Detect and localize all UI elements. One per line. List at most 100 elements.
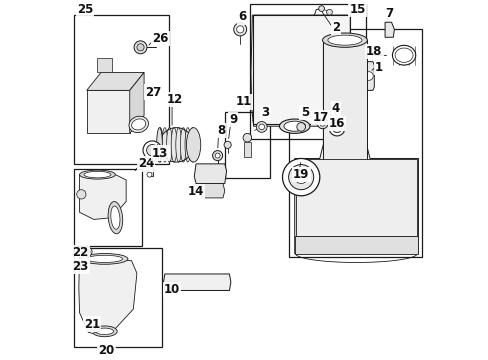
Circle shape [296, 123, 305, 131]
Bar [74, 248, 162, 347]
Ellipse shape [334, 123, 344, 130]
Polygon shape [363, 62, 373, 90]
Ellipse shape [81, 253, 128, 264]
Ellipse shape [96, 328, 113, 334]
Circle shape [256, 122, 266, 132]
Ellipse shape [332, 121, 346, 132]
Ellipse shape [186, 128, 201, 162]
Ellipse shape [166, 128, 172, 162]
Circle shape [146, 144, 158, 156]
Polygon shape [253, 15, 349, 126]
Polygon shape [384, 22, 394, 37]
Polygon shape [199, 184, 224, 198]
Circle shape [258, 124, 264, 130]
Ellipse shape [171, 128, 177, 162]
Text: 19: 19 [292, 168, 309, 181]
Circle shape [82, 247, 92, 256]
Circle shape [233, 23, 246, 36]
Circle shape [142, 141, 162, 159]
Text: 5: 5 [300, 106, 308, 119]
Text: 23: 23 [72, 260, 88, 273]
Polygon shape [97, 58, 112, 72]
Text: 2: 2 [331, 21, 339, 34]
Text: 1: 1 [374, 60, 382, 73]
Bar [289, 30, 421, 257]
Circle shape [236, 26, 244, 33]
Circle shape [80, 263, 84, 267]
Circle shape [91, 326, 95, 330]
Text: 24: 24 [138, 157, 154, 170]
Ellipse shape [284, 121, 305, 131]
Text: 26: 26 [152, 32, 168, 45]
Circle shape [77, 190, 86, 199]
Ellipse shape [84, 171, 111, 178]
Text: 6: 6 [238, 10, 246, 23]
Polygon shape [296, 159, 416, 235]
Text: 22: 22 [72, 246, 88, 259]
Text: 8: 8 [217, 124, 225, 137]
Polygon shape [163, 274, 230, 291]
Polygon shape [86, 90, 129, 134]
Polygon shape [86, 72, 144, 90]
Circle shape [134, 41, 147, 54]
Circle shape [294, 171, 307, 184]
Ellipse shape [392, 45, 415, 65]
Text: 7: 7 [385, 7, 393, 20]
Circle shape [224, 141, 231, 148]
Polygon shape [86, 325, 99, 333]
Ellipse shape [157, 128, 163, 162]
Text: 13: 13 [152, 147, 168, 159]
Text: 25: 25 [77, 3, 93, 16]
Ellipse shape [108, 202, 122, 234]
Circle shape [318, 6, 324, 12]
Circle shape [85, 249, 90, 254]
Polygon shape [294, 44, 418, 253]
Circle shape [79, 262, 86, 269]
Circle shape [215, 153, 220, 158]
Polygon shape [129, 72, 144, 134]
Ellipse shape [189, 128, 195, 162]
Circle shape [212, 150, 222, 161]
Ellipse shape [184, 128, 190, 162]
Circle shape [328, 120, 344, 136]
Circle shape [282, 158, 319, 196]
Circle shape [326, 9, 332, 15]
Polygon shape [322, 40, 366, 160]
Circle shape [364, 72, 372, 80]
Ellipse shape [111, 206, 120, 229]
Bar [74, 15, 169, 164]
Text: 4: 4 [331, 103, 339, 116]
Text: 17: 17 [312, 111, 328, 124]
Ellipse shape [92, 326, 117, 337]
Text: 3: 3 [261, 106, 269, 119]
Circle shape [332, 123, 341, 133]
Bar [224, 112, 269, 178]
Circle shape [319, 121, 325, 126]
Polygon shape [244, 142, 250, 157]
Ellipse shape [176, 128, 181, 162]
Polygon shape [142, 166, 153, 176]
Text: 12: 12 [166, 93, 183, 106]
Ellipse shape [279, 119, 309, 134]
Circle shape [288, 165, 313, 190]
Bar [249, 4, 366, 139]
Polygon shape [80, 175, 126, 220]
Circle shape [243, 134, 251, 142]
Text: 9: 9 [228, 113, 237, 126]
Circle shape [317, 118, 327, 129]
Ellipse shape [180, 128, 186, 162]
Ellipse shape [156, 128, 162, 162]
Ellipse shape [86, 255, 122, 262]
Circle shape [147, 172, 152, 177]
Text: 15: 15 [348, 3, 365, 16]
Ellipse shape [80, 170, 115, 179]
Text: 27: 27 [144, 86, 161, 99]
Text: 14: 14 [187, 185, 204, 198]
Text: 10: 10 [163, 283, 180, 296]
Text: 11: 11 [235, 95, 251, 108]
Text: 16: 16 [328, 117, 345, 130]
Polygon shape [194, 164, 226, 184]
Text: 20: 20 [98, 344, 114, 357]
Ellipse shape [162, 128, 167, 162]
Ellipse shape [131, 119, 145, 130]
